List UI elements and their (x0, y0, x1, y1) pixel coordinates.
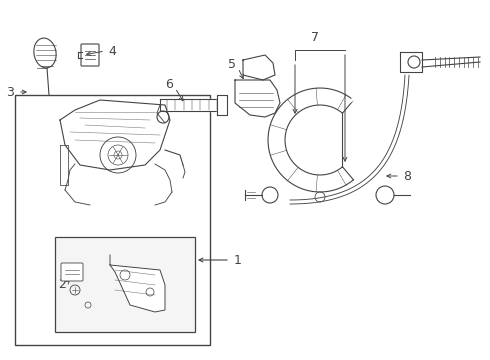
Polygon shape (160, 99, 225, 111)
Polygon shape (268, 88, 353, 192)
Polygon shape (60, 100, 170, 170)
Polygon shape (400, 52, 422, 72)
Text: 8: 8 (403, 170, 411, 183)
Polygon shape (243, 55, 275, 80)
Text: 4: 4 (108, 45, 116, 58)
Polygon shape (60, 145, 68, 185)
Text: 2: 2 (58, 278, 66, 291)
Bar (55, 237, 195, 332)
FancyBboxPatch shape (61, 263, 83, 281)
Polygon shape (110, 255, 165, 312)
FancyBboxPatch shape (81, 44, 99, 66)
Text: 6: 6 (165, 77, 173, 90)
Polygon shape (348, 91, 364, 103)
Polygon shape (217, 95, 227, 115)
Polygon shape (422, 57, 482, 67)
Text: 7: 7 (311, 31, 319, 44)
Polygon shape (235, 80, 280, 117)
Bar (15, 95, 210, 345)
Text: 5: 5 (228, 58, 236, 71)
Text: 3: 3 (6, 86, 14, 99)
Text: 1: 1 (234, 253, 242, 266)
